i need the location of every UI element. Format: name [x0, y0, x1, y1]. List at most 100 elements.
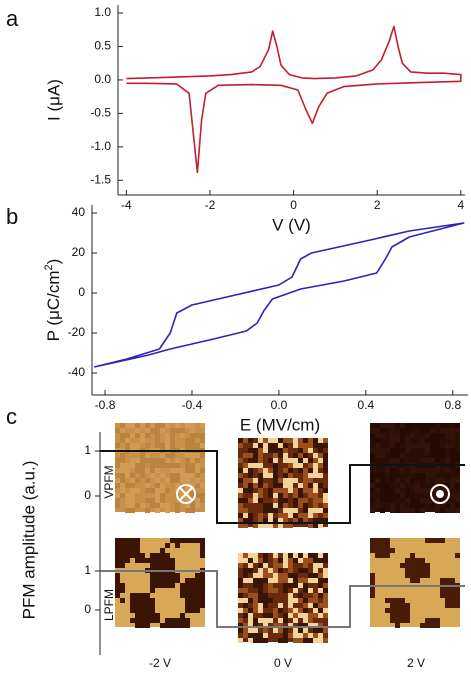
pfm-texture [370, 428, 375, 433]
pfm-texture [390, 458, 395, 463]
panel-c: PFM amplitude (a.u.) 1 0 1 0 VPFM LPFM -… [19, 423, 465, 670]
pfm-texture [120, 588, 125, 593]
pfm-texture [420, 458, 425, 463]
pfm-texture [390, 503, 395, 508]
y-label: P (μC/cm2) [43, 259, 64, 342]
pfm-texture [298, 623, 303, 628]
pfm-texture [318, 448, 323, 453]
pfm-texture [288, 438, 293, 443]
pfm-texture [303, 438, 308, 443]
y-label-part: P (μC/cm [44, 270, 63, 341]
pfm-texture [303, 603, 308, 608]
pfm-texture [115, 493, 120, 498]
pfm-texture [370, 433, 375, 438]
pfm-texture [283, 558, 288, 563]
pfm-texture [445, 588, 450, 593]
pfm-texture [135, 613, 140, 618]
pfm-texture [313, 458, 318, 463]
pfm-texture [455, 458, 460, 463]
pfm-texture [195, 588, 200, 593]
pfm-texture [313, 563, 318, 568]
pfm-texture [400, 438, 405, 443]
pfm-texture [395, 608, 400, 613]
pfm-texture [278, 628, 283, 633]
pfm-texture [273, 468, 278, 473]
pfm-texture [243, 598, 248, 603]
pfm-texture [323, 443, 328, 448]
pfm-texture [195, 468, 200, 473]
pfm-texture [390, 423, 395, 428]
pfm-texture [130, 598, 135, 603]
pfm-texture [115, 473, 120, 478]
pfm-texture [263, 578, 268, 583]
pfm-texture [303, 513, 308, 518]
pfm-texture [268, 458, 273, 463]
pfm-texture [248, 598, 253, 603]
pfm-texture [323, 638, 328, 643]
pfm-texture [145, 593, 150, 598]
pfm-texture [370, 458, 375, 463]
pfm-texture [165, 423, 170, 428]
pfm-texture [160, 583, 165, 588]
pfm-texture [238, 508, 243, 513]
pfm-texture [248, 513, 253, 518]
pfm-texture [390, 448, 395, 453]
pfm-texture [155, 428, 160, 433]
pfm-texture [410, 478, 415, 483]
pfm-texture [308, 603, 313, 608]
pfm-texture [425, 568, 430, 573]
pfm-texture [130, 508, 135, 513]
pfm-texture [243, 633, 248, 638]
pfm-texture [200, 468, 205, 473]
pfm-texture [253, 463, 258, 468]
pfm-texture [150, 473, 155, 478]
pfm-texture [375, 543, 380, 548]
pfm-texture [430, 538, 435, 543]
pfm-texture [278, 563, 283, 568]
pfm-texture [410, 508, 415, 513]
pfm-texture [115, 458, 120, 463]
pfm-texture [150, 583, 155, 588]
pfm-texture [160, 428, 165, 433]
pfm-texture [253, 478, 258, 483]
pfm-texture [263, 468, 268, 473]
pfm-texture [450, 483, 455, 488]
pfm-texture [190, 583, 195, 588]
pfm-texture [450, 508, 455, 513]
pfm-texture [370, 543, 375, 548]
pfm-texture [435, 458, 440, 463]
pfm-texture [155, 488, 160, 493]
pfm-texture [425, 573, 430, 578]
pfm-texture [318, 573, 323, 578]
pfm-texture [440, 433, 445, 438]
pfm-texture [278, 478, 283, 483]
pfm-texture [420, 568, 425, 573]
pfm-texture [175, 473, 180, 478]
pfm-texture [308, 483, 313, 488]
pfm-texture [430, 433, 435, 438]
pfm-texture [400, 598, 405, 603]
pfm-texture [263, 563, 268, 568]
pfm-texture [130, 498, 135, 503]
pfm-texture [253, 578, 258, 583]
pfm-texture [150, 498, 155, 503]
pfm-texture [258, 468, 263, 473]
pfm-texture [375, 443, 380, 448]
pfm-texture [268, 523, 273, 528]
pfm-texture [288, 613, 293, 618]
pfm-texture [273, 493, 278, 498]
pfm-texture [395, 488, 400, 493]
pfm-texture [318, 458, 323, 463]
pfm-texture [415, 508, 420, 513]
pfm-texture [288, 488, 293, 493]
pfm-texture [238, 563, 243, 568]
pfm-texture [400, 603, 405, 608]
pfm-texture [278, 493, 283, 498]
pfm-texture [303, 553, 308, 558]
pfm-texture [283, 498, 288, 503]
pfm-texture [293, 638, 298, 643]
pfm-texture [288, 513, 293, 518]
pfm-texture [185, 463, 190, 468]
pfm-texture [435, 498, 440, 503]
